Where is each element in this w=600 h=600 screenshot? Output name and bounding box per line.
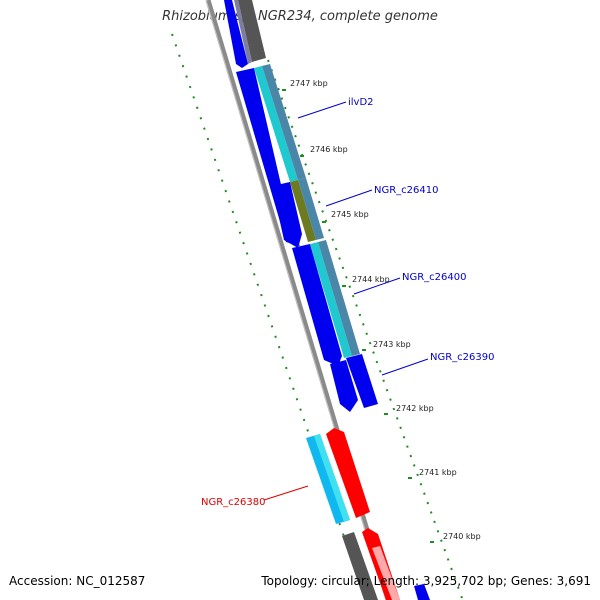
tick-label: 2740 kbp — [443, 532, 481, 541]
gene-label-NGR_c26410[interactable]: NGR_c26410 — [374, 185, 439, 196]
tick-label: 2745 kbp — [331, 210, 369, 219]
tick-label: 2747 kbp — [290, 79, 328, 88]
gene-arrow-top-blue[interactable] — [224, 0, 248, 68]
feature-bar-NGR_c26410 — [290, 180, 316, 242]
genome-summary-label: Topology: circular; Length: 3,925,702 bp… — [261, 574, 591, 588]
feature-bar-NGR_c26400 — [310, 242, 352, 358]
gene-label-ilvD2[interactable]: ilvD2 — [348, 97, 374, 108]
gene-label-leader — [297, 101, 347, 119]
gene-arrow-NGR_c26410[interactable] — [272, 182, 302, 248]
tick-label: 2744 kbp — [352, 275, 390, 284]
accession-label: Accession: NC_012587 — [9, 574, 146, 588]
feature-bar-ilvD2 — [254, 66, 298, 182]
gene-protein-top — [234, 0, 252, 64]
tick-label: 2741 kbp — [419, 468, 457, 477]
gene-arrow-top-grey[interactable] — [238, 0, 266, 62]
gene-arrow-NGR_c26390-b[interactable] — [346, 354, 378, 408]
feature-bar-ilvD2-outer — [262, 64, 306, 180]
gene-arrow-NGR_c26390[interactable] — [330, 360, 358, 412]
gene-label-NGR_c26400[interactable]: NGR_c26400 — [402, 272, 467, 283]
gene-protein-bottom-pink — [372, 546, 400, 600]
gene-arrow-NGR_c26400[interactable] — [292, 244, 342, 366]
gene-arrow-NGR_c26380[interactable] — [326, 428, 370, 518]
gene-arrow-bottom-grey[interactable] — [342, 532, 378, 600]
gene-label-leader — [263, 485, 309, 501]
gene-label-leader — [381, 358, 429, 376]
gene-label-leader — [353, 277, 401, 295]
feature-bar-NGR_c26380-outer — [314, 434, 350, 522]
gene-arrow-bottom-blue[interactable] — [414, 584, 430, 600]
feature-bar-NGR_c26400-outer — [318, 240, 360, 356]
tick-label: 2746 kbp — [310, 145, 348, 154]
gene-label-NGR_c26380[interactable]: NGR_c26380 — [201, 497, 266, 508]
tick-label: 2743 kbp — [373, 340, 411, 349]
feature-bar-NGR_c26410-outer — [298, 178, 324, 240]
gene-label-leader — [325, 189, 373, 207]
tick-label: 2742 kbp — [396, 404, 434, 413]
gene-label-NGR_c26390[interactable]: NGR_c26390 — [430, 352, 495, 363]
